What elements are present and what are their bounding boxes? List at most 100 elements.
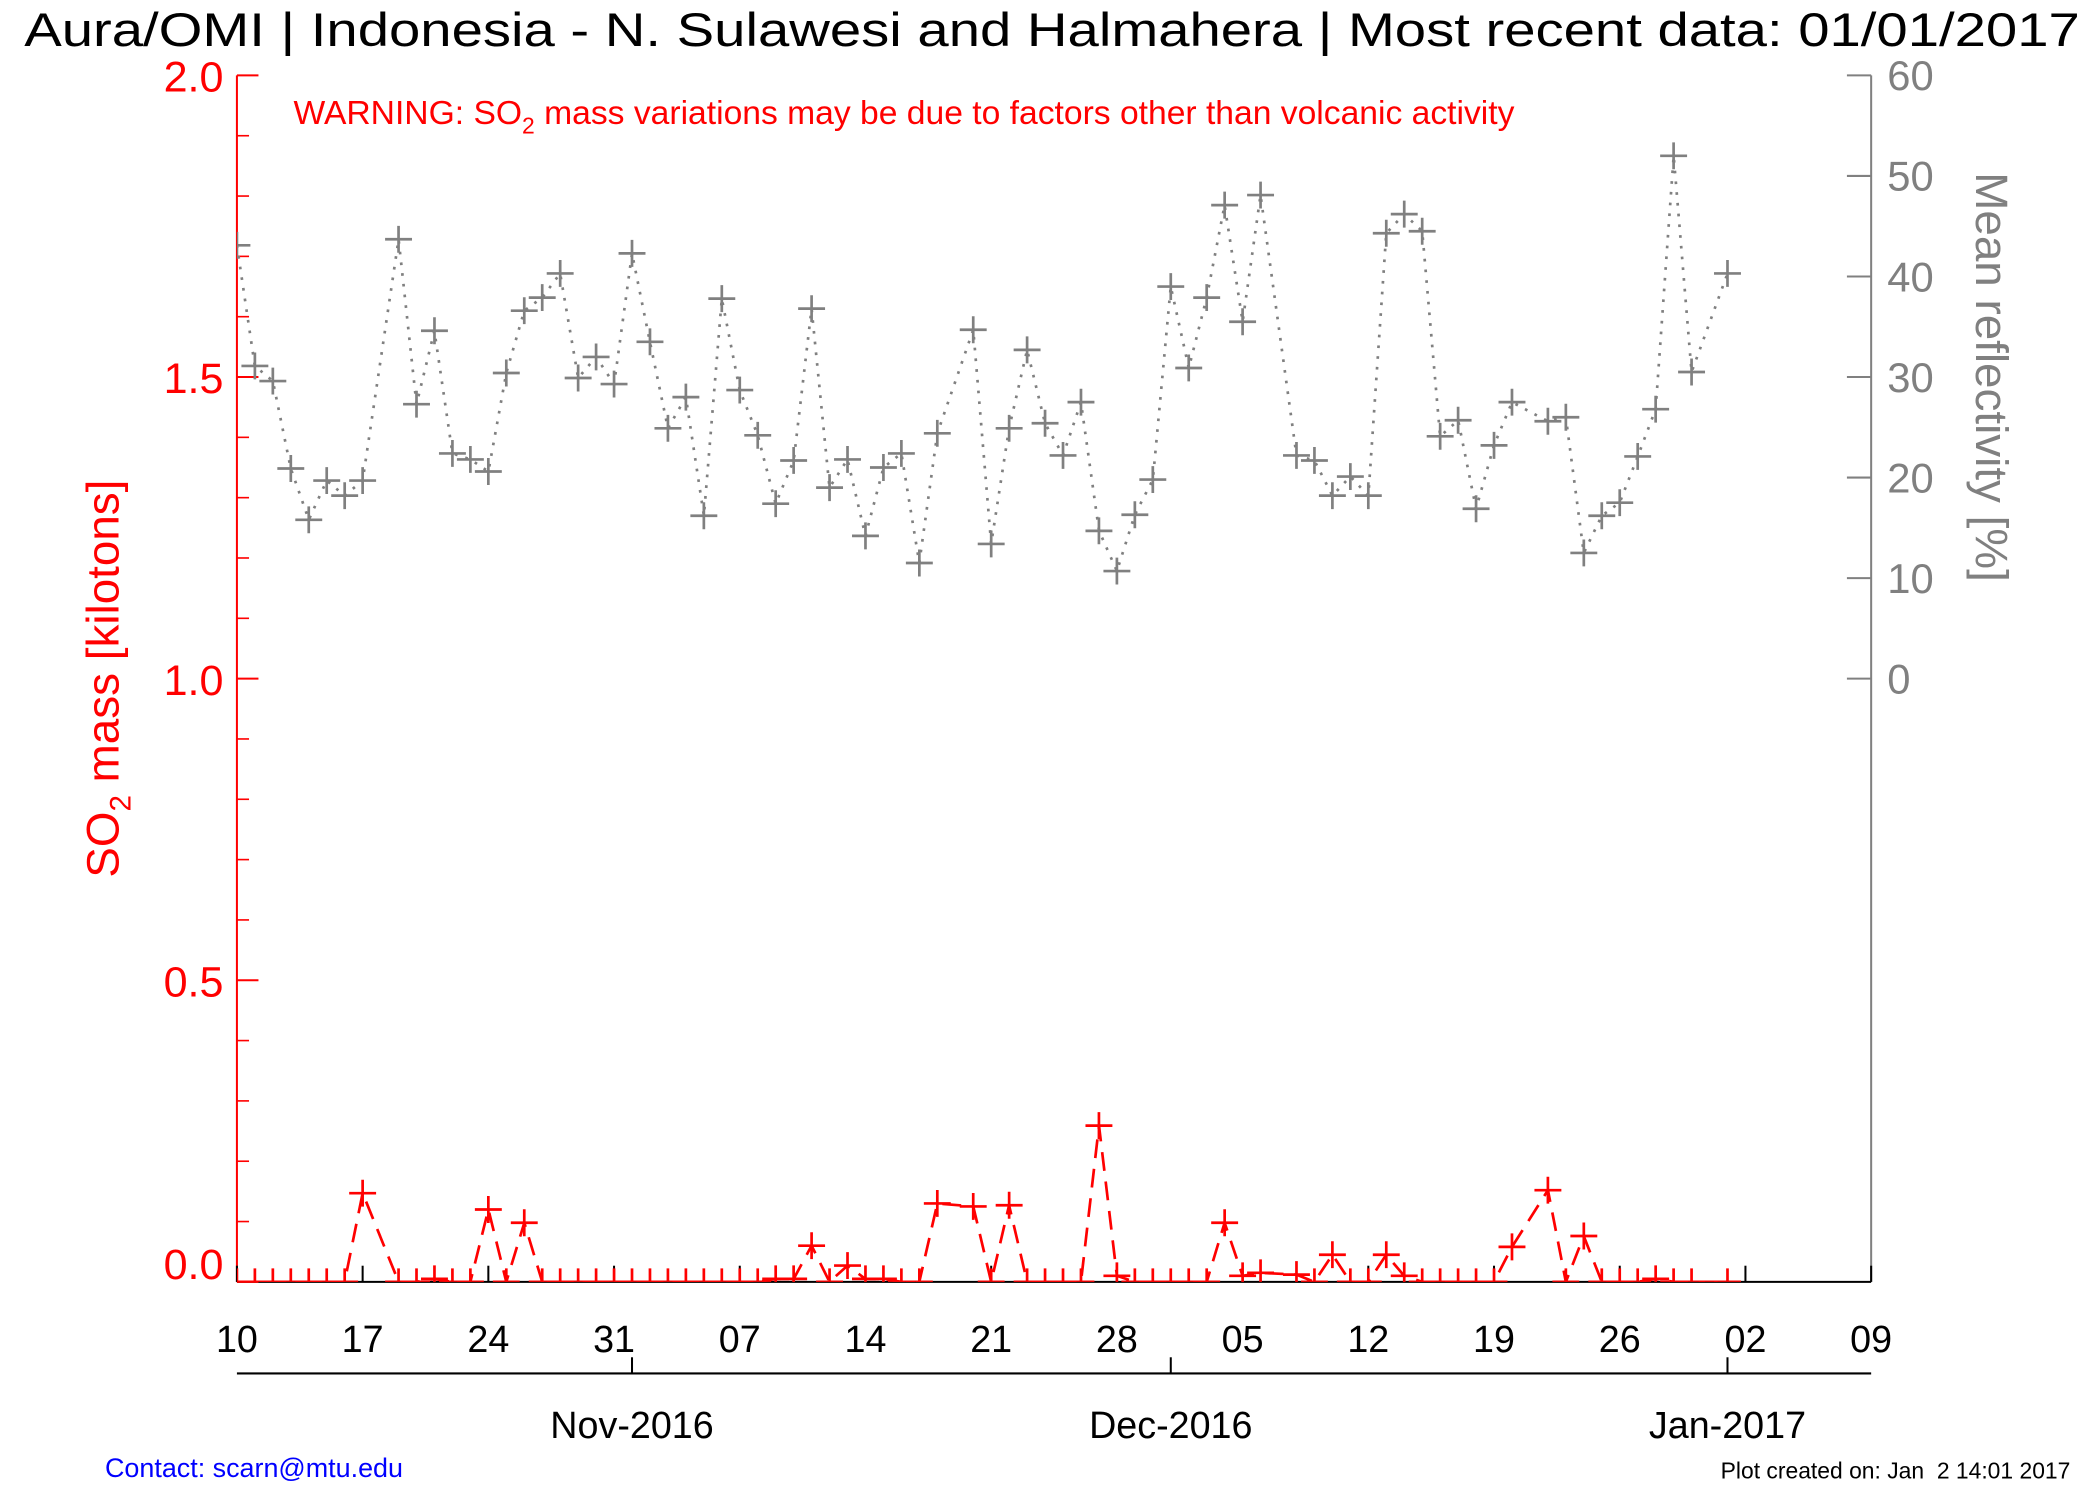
- marker: [798, 295, 826, 323]
- marker: [1175, 354, 1203, 382]
- marker: [1157, 1268, 1185, 1282]
- marker: [690, 1268, 718, 1282]
- marker: [331, 482, 359, 510]
- marker: [1642, 1265, 1670, 1282]
- warning: WARNING: SO2 mass variations may be due …: [293, 95, 1514, 138]
- y-label-subscript: 2: [105, 795, 138, 811]
- marker: [887, 439, 915, 467]
- x-tick-label: 14: [845, 1318, 887, 1360]
- marker: [672, 1268, 700, 1282]
- marker: [816, 1268, 844, 1282]
- marker: [600, 370, 628, 398]
- marker: [546, 1268, 574, 1282]
- marker: [780, 1265, 808, 1282]
- marker: [1606, 489, 1634, 517]
- marker: [421, 317, 448, 345]
- marker: [1300, 447, 1328, 474]
- marker: [277, 1268, 305, 1282]
- y-label-text: mass [kilotons]: [77, 480, 128, 795]
- marker: [1660, 142, 1688, 170]
- marker: [1067, 388, 1095, 416]
- created-note: Plot created on: Jan 2 14:01 2017: [1721, 1457, 2071, 1483]
- marker: [1247, 181, 1275, 209]
- marker: [510, 1209, 538, 1237]
- marker: [1408, 1268, 1436, 1282]
- marker: [1372, 219, 1400, 247]
- marker: [1498, 1233, 1526, 1261]
- marker: [1588, 502, 1616, 530]
- x-tick-label: 26: [1599, 1318, 1641, 1360]
- marker: [923, 1189, 951, 1217]
- marker: [1103, 1262, 1131, 1282]
- marker: [834, 445, 861, 473]
- marker: [1013, 1268, 1041, 1282]
- y-tick-label: 0.0: [164, 1241, 224, 1289]
- marker: [1354, 482, 1382, 510]
- marker: [618, 239, 646, 267]
- marker: [1085, 517, 1113, 545]
- marker: [726, 1268, 754, 1282]
- y2-tick-label: 40: [1887, 253, 1933, 300]
- marker: [456, 1268, 484, 1282]
- marker: [869, 454, 897, 481]
- marker: [1462, 495, 1490, 523]
- marker: [1552, 1268, 1580, 1282]
- marker: [798, 1232, 826, 1260]
- marker: [1570, 1222, 1598, 1250]
- marker: [762, 490, 790, 518]
- marker: [582, 1268, 610, 1282]
- x-tick-label: 21: [970, 1318, 1012, 1360]
- marker: [1193, 284, 1221, 312]
- marker: [295, 506, 323, 534]
- marker: [421, 1265, 448, 1282]
- marker: [1606, 1268, 1634, 1282]
- marker: [995, 414, 1023, 442]
- marker: [690, 502, 718, 530]
- marker: [1678, 1268, 1706, 1282]
- marker: [1193, 1268, 1221, 1282]
- marker: [438, 1268, 466, 1282]
- y-tick-label: 1.0: [164, 657, 224, 705]
- marker: [1229, 308, 1257, 336]
- marker: [1085, 1112, 1113, 1140]
- x-tick-label: 17: [342, 1318, 384, 1360]
- y-tick-label: 0.5: [164, 958, 224, 1006]
- marker: [1247, 1259, 1275, 1282]
- marker: [582, 343, 610, 371]
- marker: [1157, 273, 1185, 301]
- marker: [1300, 1268, 1328, 1282]
- marker: [1624, 442, 1652, 470]
- marker: [1121, 1268, 1149, 1282]
- marker: [385, 1268, 413, 1282]
- x-tick-label: 31: [593, 1318, 635, 1360]
- marker: [510, 297, 538, 325]
- marker: [546, 259, 574, 287]
- marker: [959, 316, 987, 344]
- marker: [1624, 1268, 1652, 1282]
- marker: [1498, 388, 1526, 416]
- marker: [349, 467, 377, 495]
- marker: [1552, 403, 1580, 431]
- x-tick-label: 28: [1096, 1318, 1138, 1360]
- marker: [313, 1268, 341, 1282]
- marker: [492, 359, 520, 387]
- marker: [1211, 1209, 1239, 1237]
- marker: [259, 367, 287, 395]
- marker: [236, 231, 251, 259]
- marker: [259, 1268, 287, 1282]
- warning-subscript: 2: [522, 112, 535, 138]
- marker: [564, 364, 592, 392]
- marker: [995, 1191, 1023, 1219]
- marker: [1570, 539, 1598, 567]
- marker: [438, 439, 466, 467]
- marker: [1444, 1268, 1472, 1282]
- marker: [1408, 217, 1436, 245]
- marker: [528, 284, 556, 312]
- marker: [1390, 200, 1418, 228]
- marker: [1714, 1268, 1741, 1282]
- y2-tick-label: 10: [1887, 555, 1933, 602]
- marker: [1642, 395, 1670, 423]
- marker: [1013, 336, 1041, 364]
- marker: [744, 421, 772, 449]
